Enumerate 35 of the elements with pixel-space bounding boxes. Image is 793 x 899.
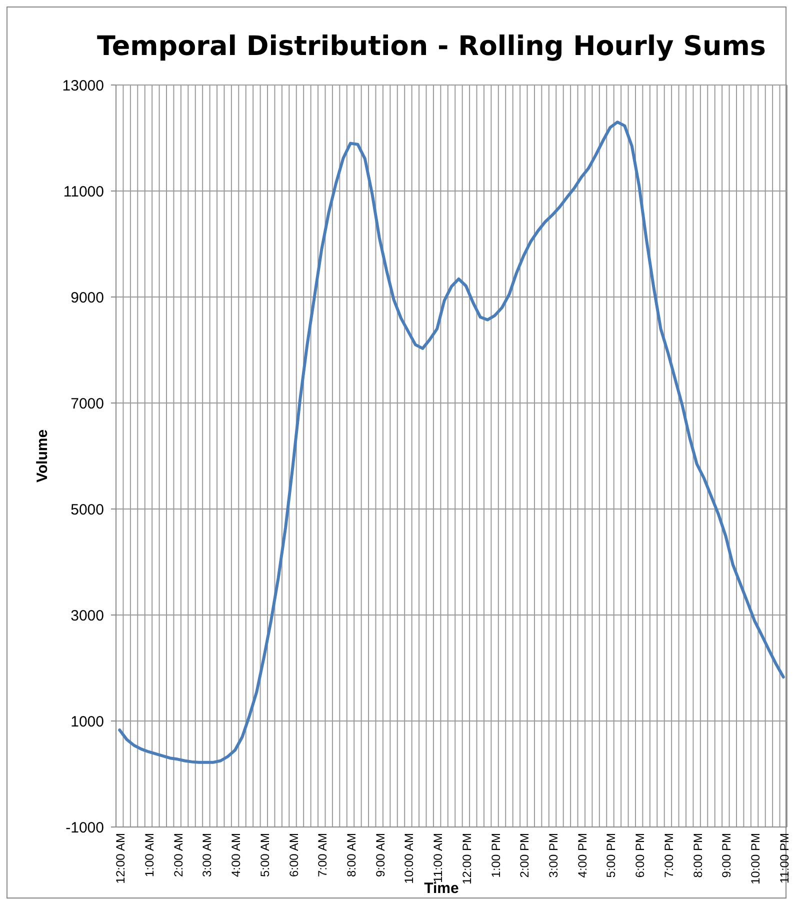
x-tick-label: 10:00 PM — [748, 833, 763, 884]
x-tick-label: 10:00 AM — [402, 833, 416, 884]
x-tick-label: 11:00 PM — [777, 833, 792, 884]
x-tick-label: 3:00 PM — [546, 833, 561, 878]
y-tick-label: 1000 — [70, 713, 104, 730]
x-tick-label: 12:00 PM — [460, 833, 474, 884]
x-tick-label: 8:00 PM — [690, 833, 705, 878]
x-tick-label: 6:00 PM — [633, 833, 648, 878]
x-tick-label: 2:00 AM — [171, 833, 186, 878]
x-tick-label: 4:00 PM — [575, 833, 590, 878]
y-tick-label: -1000 — [66, 819, 104, 836]
y-tick-label: 5000 — [70, 501, 104, 518]
chart-title: Temporal Distribution - Rolling Hourly Sums — [97, 31, 766, 62]
x-tick-label: 7:00 AM — [316, 833, 330, 878]
y-tick-label: 13000 — [62, 77, 104, 94]
x-tick-label: 9:00 AM — [373, 833, 388, 878]
y-tick-label: 9000 — [70, 289, 104, 306]
x-tick-label: 3:00 AM — [200, 833, 214, 878]
x-tick-label: 1:00 PM — [488, 833, 503, 878]
x-tick-label: 7:00 PM — [662, 833, 676, 878]
line-series — [118, 120, 785, 764]
x-tick-label: 12:00 AM — [114, 833, 128, 884]
x-tick-label: 5:00 AM — [258, 833, 272, 878]
y-tick-label: 11000 — [63, 183, 104, 200]
x-tick-label: 5:00 PM — [604, 833, 618, 878]
x-tick-label: 1:00 AM — [142, 833, 156, 878]
x-tick-label: 11:00 AM — [431, 833, 446, 883]
y-tick-label: 7000 — [70, 395, 104, 412]
x-tick-label: 6:00 AM — [286, 833, 301, 878]
y-axis-title: Volume — [34, 429, 51, 483]
x-tick-label: 4:00 AM — [229, 833, 244, 878]
x-tick-label: 8:00 AM — [344, 833, 358, 878]
x-tick-label: 9:00 PM — [720, 833, 734, 878]
y-tick-label: 3000 — [70, 607, 104, 624]
x-tick-label: 2:00 PM — [518, 833, 532, 878]
